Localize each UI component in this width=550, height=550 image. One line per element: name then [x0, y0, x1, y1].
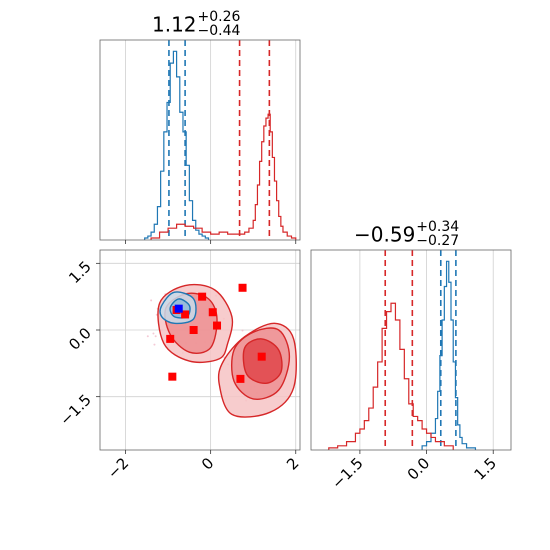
top-title-sub: −0.44 — [197, 23, 241, 39]
right-title-sub: −0.27 — [416, 233, 460, 249]
right-hist-xtick-label: −1.5 — [328, 454, 366, 492]
top-hist-series-1-step — [150, 113, 297, 240]
scatter-point-series-0 — [257, 352, 266, 361]
scatter-point-series-0 — [238, 283, 247, 292]
right-hist-group — [328, 250, 494, 450]
scatter-ytick-label: 1.5 — [65, 257, 95, 287]
scatter-point-series-0 — [181, 310, 190, 319]
top-hist-group — [125, 40, 297, 240]
scatter-point-series-0 — [213, 321, 222, 330]
scatter-sample-dot — [150, 299, 153, 302]
scatter-sample-dot — [152, 332, 155, 335]
right-hist-series-1-step — [328, 302, 454, 450]
top-hist-frame — [99, 39, 301, 241]
top-title-sup: +0.26 — [197, 9, 241, 25]
scatter-xtick-label: 2 — [283, 454, 302, 473]
scatter-sample-dot — [146, 335, 149, 338]
top-hist-series-0-step — [144, 50, 210, 240]
scatter-panel-group — [100, 250, 300, 450]
scatter-sample-dot — [241, 329, 244, 332]
scatter-sample-dot — [154, 335, 157, 338]
scatter-ytick-label: 0.0 — [65, 324, 95, 354]
top-title-value: 1.12 — [152, 12, 197, 37]
scatter-point-series-0 — [189, 326, 198, 334]
scatter-point-series-0 — [198, 292, 207, 301]
right-hist-frame — [310, 249, 512, 451]
scatter-point-series-0 — [208, 308, 217, 317]
scatter-sample-dot — [153, 343, 156, 346]
contour-0-level-4 — [242, 338, 283, 385]
right-title-sup: +0.34 — [416, 219, 460, 235]
right-histogram-title: −0.59 +0.34 −0.27 — [354, 219, 460, 250]
scatter-xtick-label: −2 — [104, 454, 132, 482]
scatter-point-series-0 — [166, 334, 175, 343]
right-hist-xtick-label: 0.0 — [404, 454, 434, 484]
scatter-point-series-0 — [236, 374, 245, 383]
scatter-xtick-label: 0 — [198, 454, 217, 473]
scatter-point-series-1 — [174, 304, 183, 313]
scatter-point-series-0 — [168, 372, 177, 381]
scatter-frame — [99, 249, 301, 451]
scatter-ytick-label: −1.5 — [56, 391, 94, 429]
top-histogram-title: 1.12 +0.26 −0.44 — [152, 9, 241, 40]
right-title-value: −0.59 — [354, 222, 416, 247]
right-hist-series-0-step — [421, 260, 477, 450]
right-hist-xtick-label: 1.5 — [470, 454, 500, 484]
